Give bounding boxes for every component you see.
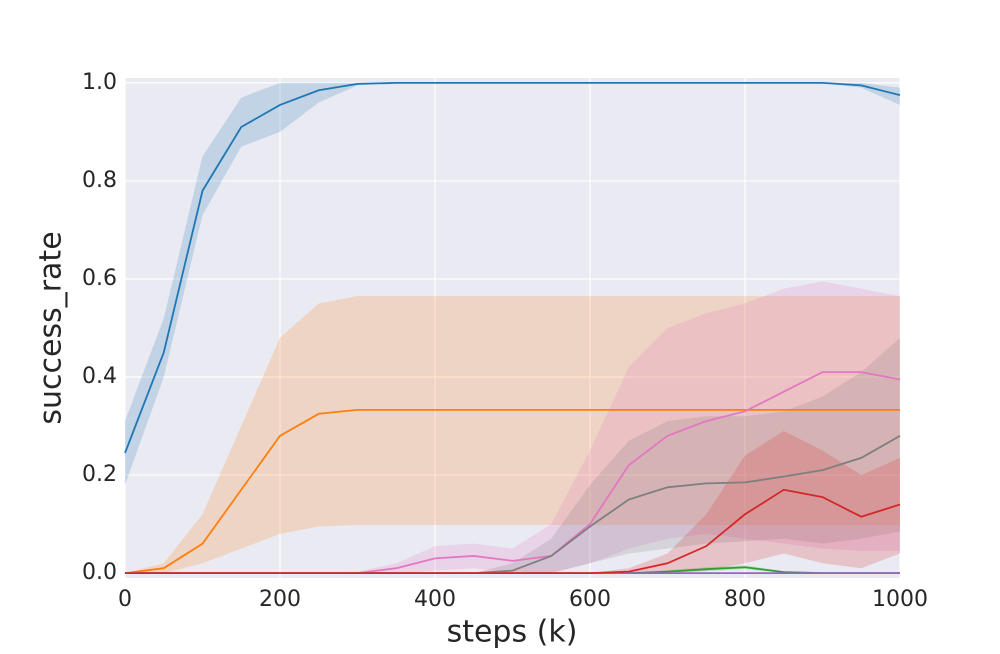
plot-background bbox=[125, 78, 900, 578]
x-tick-label: 200 bbox=[259, 587, 301, 612]
y-tick-label: 0.4 bbox=[82, 364, 117, 389]
confidence-band bbox=[125, 565, 900, 574]
y-tick-label: 0.8 bbox=[82, 168, 117, 193]
ticks: 0 200 400 600 800 1000 0.0 0.2 0.4 0.6 0.8 1.0 bbox=[82, 70, 928, 612]
line bbox=[124, 408, 900, 574]
line bbox=[125, 488, 901, 574]
y-tick-label: 0.0 bbox=[82, 560, 117, 585]
confidence-band bbox=[125, 296, 900, 574]
confidence-band bbox=[125, 430, 900, 574]
confidence-band bbox=[125, 337, 900, 574]
line bbox=[124, 82, 901, 454]
x-tick-label: 400 bbox=[414, 587, 456, 612]
grid bbox=[124, 78, 901, 578]
y-tick-label: 0.6 bbox=[82, 266, 117, 291]
y-tick-label: 1.0 bbox=[82, 70, 117, 95]
y-axis-label: success_rate bbox=[34, 231, 69, 424]
x-tick-label: 1000 bbox=[872, 587, 928, 612]
confidence-band bbox=[125, 281, 900, 574]
x-tick-label: 0 bbox=[118, 587, 132, 612]
x-tick-label: 600 bbox=[569, 587, 611, 612]
marks bbox=[124, 82, 901, 574]
y-tick-label: 0.2 bbox=[82, 462, 117, 487]
x-tick-label: 800 bbox=[724, 587, 766, 612]
x-axis-label: steps (k) bbox=[447, 615, 578, 650]
